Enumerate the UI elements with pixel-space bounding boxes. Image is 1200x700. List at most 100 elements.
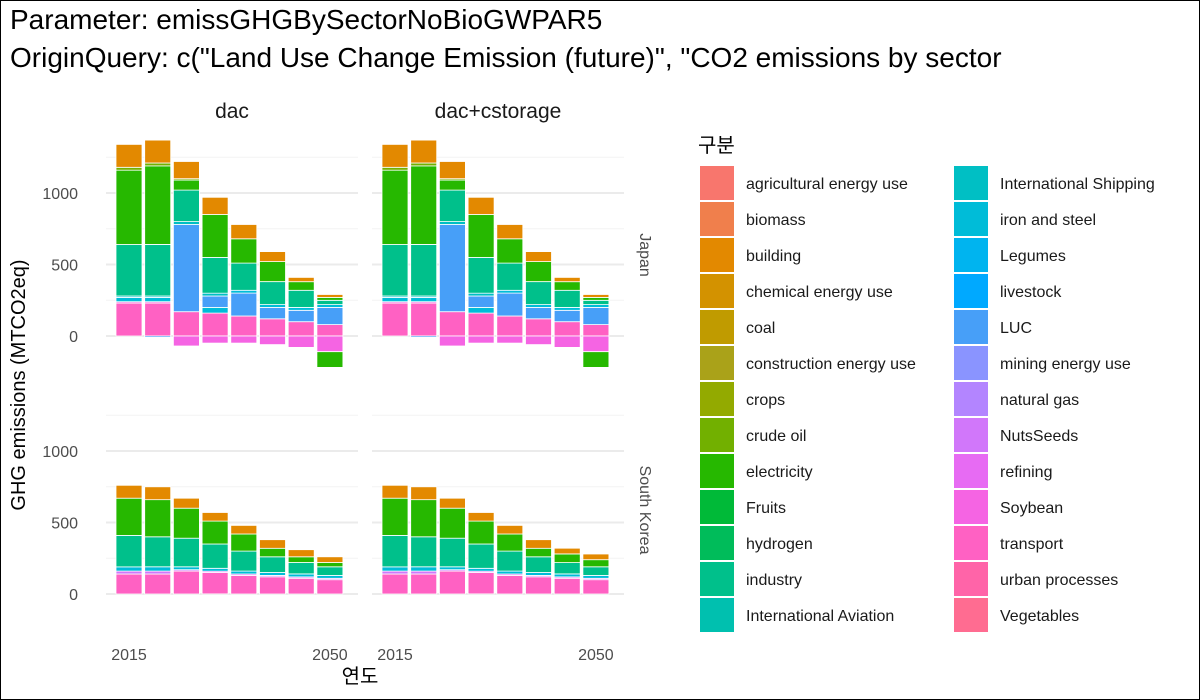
bar-segment-iron-and-steel	[525, 572, 552, 576]
legend-swatch	[954, 490, 988, 524]
bar-segment-soybean	[172, 335, 200, 347]
bar-segment-industry	[144, 536, 172, 568]
bar-segment-building	[201, 512, 229, 522]
legend-label: electricity	[746, 464, 813, 481]
bar-segment-transport	[525, 318, 552, 337]
bar-segment-luc	[172, 224, 200, 313]
legend-item-transport: transport	[954, 526, 1064, 560]
legend-item-luc: LUC	[954, 310, 1032, 344]
panel-dac-cstorage-south-korea	[381, 484, 610, 595]
bar-segment-electricity	[316, 296, 344, 301]
bar-segment-iron-and-steel	[115, 566, 143, 572]
bar-segment-transport	[172, 311, 200, 337]
bar-segment-building	[287, 276, 315, 283]
bar-segment-electricity	[410, 165, 438, 245]
strip-label-dac-cstorage: dac+cstorage	[435, 100, 562, 123]
bar-segment-transport	[316, 324, 344, 337]
chart-subtitle: OriginQuery: c("Land Use Change Emission…	[10, 42, 1002, 73]
bar-segment-iron-and-steel	[172, 566, 200, 571]
bar-segment-iron-and-steel	[287, 306, 315, 311]
bar-segment-iron-and-steel	[316, 575, 344, 579]
legend-label: Legumes	[1000, 248, 1066, 265]
bar-segment-building	[410, 486, 438, 501]
bar-segment-industry	[467, 256, 495, 294]
y-tick-label: 1000	[42, 186, 78, 203]
bar-segment-electricity	[582, 351, 610, 368]
legend-swatch	[954, 166, 988, 200]
bar-segment-soybean	[467, 335, 495, 344]
bar-segment-iron-and-steel	[553, 306, 581, 311]
bar-segment-iron-and-steel	[201, 567, 229, 572]
bar-segment-industry	[438, 537, 466, 568]
bar-segment-nutsseeds	[381, 570, 409, 575]
bar-segment-luc	[582, 306, 610, 325]
bar-segment-transport	[381, 302, 409, 337]
strip-label-japan: Japan	[636, 233, 653, 277]
legend-label: transport	[1000, 536, 1064, 553]
legend-item-hydrogen: hydrogen	[700, 526, 813, 560]
bar-segment-building	[410, 139, 438, 164]
legend-label: International Aviation	[746, 608, 894, 625]
y-axis-title: GHG emissions (MTCO2eq)	[8, 259, 30, 510]
bar-segment-transport	[316, 579, 344, 595]
bar-segment-electricity	[525, 547, 552, 558]
bar-segment-industry	[553, 562, 581, 575]
bar-segment-transport	[172, 570, 200, 595]
legend-item-soybean: Soybean	[954, 490, 1063, 524]
bar-segment-transport	[525, 576, 552, 595]
bar-segment-luc	[316, 306, 344, 325]
bar-segment-electricity	[172, 507, 200, 539]
bar-segment-electricity	[553, 553, 581, 564]
bar-segment-luc	[410, 335, 438, 338]
bar-segment-industry	[410, 536, 438, 568]
legend-item-electricity: electricity	[700, 454, 813, 488]
legend-item-industry: industry	[700, 562, 802, 596]
legend-swatch	[954, 310, 988, 344]
bar-segment-industry	[201, 543, 229, 569]
legend-swatch	[700, 274, 734, 308]
legend-item-urban-processes: urban processes	[954, 562, 1118, 596]
bar-segment-building	[316, 556, 344, 563]
bar-segment-building	[381, 484, 409, 499]
bar-segment-electricity	[496, 238, 524, 264]
bar-segment-soybean	[201, 335, 229, 344]
bar-segment-industry	[115, 535, 143, 568]
legend-item-vegetables: Vegetables	[954, 598, 1079, 632]
bar-segment-building	[230, 224, 258, 240]
bar-segment-transport	[410, 573, 438, 595]
bar-segment-industry	[525, 281, 552, 306]
bar-segment-soybean	[438, 335, 466, 347]
legend-swatch	[700, 382, 734, 416]
legend-item-international-shipping: International Shipping	[954, 166, 1155, 200]
bar-segment-transport	[496, 315, 524, 337]
bar-segment-electricity	[144, 165, 172, 245]
bar-segment-soybean	[316, 335, 344, 353]
legend-swatch	[954, 598, 988, 632]
legend-label: Fruits	[746, 500, 786, 517]
legend-item-natural-gas: natural gas	[954, 382, 1079, 416]
legend-label: industry	[746, 572, 802, 589]
legend-swatch	[954, 562, 988, 596]
legend-swatch	[700, 238, 734, 272]
bar-segment-transport	[144, 573, 172, 595]
legend-item-mining-energy-use: mining energy use	[954, 346, 1131, 380]
bar-segment-transport	[467, 572, 495, 595]
bar-segment-electricity	[144, 499, 172, 538]
bar-segment-transport	[287, 321, 315, 337]
legend-label: biomass	[746, 212, 806, 229]
bar-segment-electricity	[230, 533, 258, 552]
bar-segment-international-shipping	[438, 221, 466, 225]
bar-segment-soybean	[230, 335, 258, 344]
legend-swatch	[954, 418, 988, 452]
legend-label: iron and steel	[1000, 212, 1096, 229]
legend-label: Vegetables	[1000, 608, 1079, 625]
x-axis-title: 연도	[342, 664, 379, 688]
bar-segment-transport	[582, 579, 610, 595]
bar-segment-iron-and-steel	[553, 573, 581, 578]
legend-item-building: building	[700, 238, 801, 272]
legend-item-coal: coal	[700, 310, 775, 344]
legend-label: LUC	[1000, 320, 1032, 337]
bar-segment-iron-and-steel	[438, 566, 466, 571]
bar-segment-electricity	[410, 499, 438, 538]
